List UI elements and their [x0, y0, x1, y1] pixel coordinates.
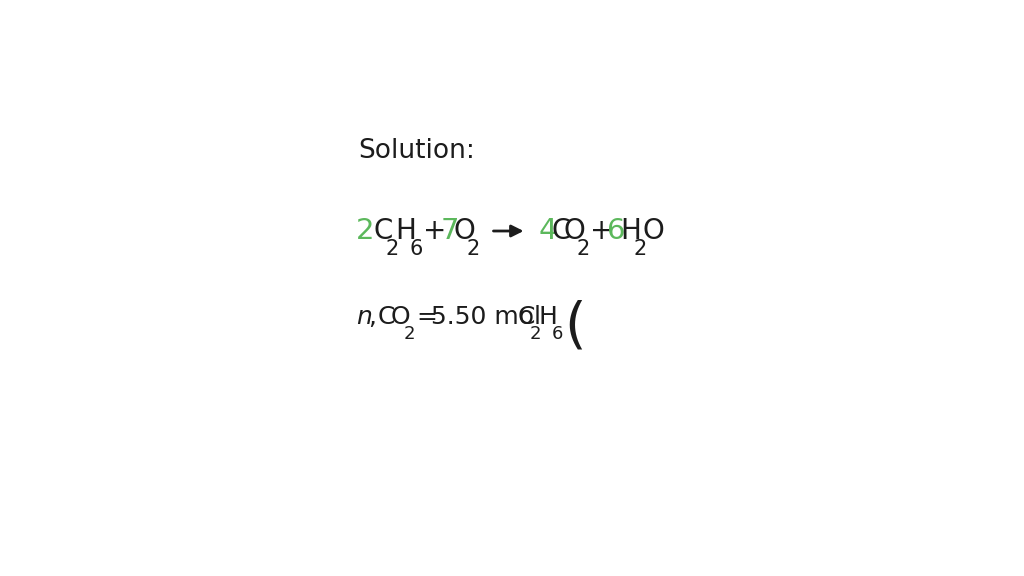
Text: H: H	[620, 217, 641, 245]
Text: C: C	[373, 217, 392, 245]
Text: +: +	[423, 217, 446, 245]
Text: H: H	[539, 305, 557, 329]
Text: 2: 2	[529, 325, 541, 343]
Text: O: O	[563, 217, 586, 245]
Text: C: C	[378, 305, 395, 329]
Text: H: H	[395, 217, 417, 245]
Text: (: (	[564, 300, 586, 353]
Text: O: O	[454, 217, 475, 245]
Text: 2: 2	[355, 217, 374, 245]
Text: +: +	[590, 217, 613, 245]
Text: O: O	[642, 217, 664, 245]
Text: 6: 6	[410, 238, 423, 259]
Text: 5.50 mol: 5.50 mol	[431, 305, 541, 329]
Text: C: C	[518, 305, 535, 329]
Text: 6: 6	[552, 325, 563, 343]
Text: 4: 4	[539, 217, 557, 245]
Text: n: n	[355, 305, 372, 329]
Text: 2: 2	[467, 238, 480, 259]
Text: 2: 2	[403, 325, 415, 343]
Text: 2: 2	[577, 238, 590, 259]
Text: =: =	[416, 305, 437, 329]
Text: O: O	[391, 305, 411, 329]
Text: 2: 2	[386, 238, 399, 259]
Text: ,: ,	[368, 305, 376, 329]
Text: 2: 2	[634, 238, 647, 259]
Text: C: C	[552, 217, 571, 245]
Text: 6: 6	[607, 217, 626, 245]
Text: 7: 7	[440, 217, 459, 245]
Text: Solution:: Solution:	[358, 138, 475, 164]
